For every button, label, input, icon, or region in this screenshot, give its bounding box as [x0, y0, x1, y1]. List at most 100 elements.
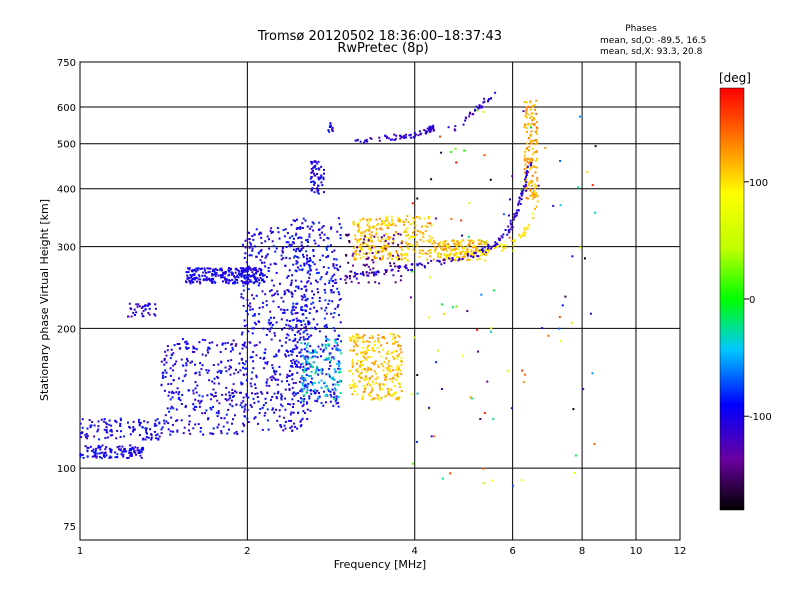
data-point: [418, 130, 421, 133]
data-point: [275, 247, 278, 250]
data-point: [440, 245, 443, 248]
data-point: [108, 456, 111, 459]
data-point: [303, 348, 306, 351]
data-point: [301, 362, 304, 365]
data-point: [323, 289, 326, 291]
data-point: [242, 304, 245, 307]
data-point: [362, 354, 365, 357]
data-point: [116, 430, 119, 432]
data-point: [453, 239, 455, 242]
data-point: [409, 243, 411, 246]
data-point: [368, 233, 371, 236]
data-point: [141, 426, 144, 429]
data-point: [338, 314, 340, 316]
data-point: [286, 376, 288, 379]
data-point: [405, 218, 407, 221]
data-point: [144, 308, 147, 311]
data-point: [300, 342, 303, 345]
data-point: [461, 258, 464, 260]
data-point: [313, 174, 316, 177]
data-point: [266, 391, 269, 394]
data-point: [353, 223, 356, 226]
data-point: [328, 279, 331, 282]
data-point: [246, 299, 249, 301]
data-point: [535, 192, 538, 195]
data-point: [440, 303, 443, 306]
data-point: [281, 249, 284, 252]
data-point: [258, 282, 261, 285]
stats-line-o: mean, sd,O: -89.5, 16.5: [600, 36, 706, 46]
data-point: [234, 390, 236, 393]
data-point: [289, 236, 291, 239]
data-point: [169, 407, 172, 410]
data-point: [291, 235, 294, 238]
data-point: [459, 240, 462, 243]
data-point: [368, 341, 371, 343]
data-point: [245, 261, 248, 264]
data-point: [214, 391, 217, 394]
data-point: [382, 250, 385, 253]
data-point: [354, 273, 357, 276]
data-point: [466, 259, 469, 262]
data-point: [178, 343, 181, 345]
data-point: [377, 366, 380, 369]
data-point: [366, 229, 368, 231]
data-point: [390, 388, 393, 391]
data-point: [337, 217, 340, 220]
data-point: [208, 347, 211, 350]
data-point: [308, 351, 311, 354]
data-point: [337, 371, 340, 374]
data-point: [518, 200, 521, 203]
data-point: [533, 118, 536, 121]
data-point: [148, 303, 151, 306]
data-point: [520, 479, 523, 482]
data-point: [283, 235, 286, 238]
data-point: [451, 306, 454, 309]
data-point: [333, 368, 336, 371]
data-point: [189, 282, 192, 285]
data-point: [331, 130, 334, 132]
data-point: [119, 422, 122, 425]
data-point: [387, 253, 390, 256]
data-point: [523, 231, 526, 234]
data-point: [291, 392, 294, 395]
data-point: [372, 225, 375, 228]
data-point: [368, 376, 371, 379]
data-point: [366, 244, 368, 247]
data-point: [474, 252, 477, 255]
data-point: [244, 281, 247, 284]
data-point: [416, 374, 419, 376]
data-point: [154, 422, 157, 425]
data-point: [271, 375, 274, 378]
data-point: [225, 370, 228, 373]
data-point: [352, 220, 355, 223]
data-point: [206, 394, 209, 397]
data-point: [243, 408, 246, 411]
data-point: [470, 252, 473, 255]
data-point: [274, 373, 277, 376]
data-point: [263, 261, 266, 264]
data-point: [185, 340, 188, 343]
data-point: [316, 162, 319, 165]
data-point: [389, 378, 392, 381]
data-point: [421, 232, 424, 235]
data-point: [296, 266, 299, 269]
data-point: [110, 428, 113, 431]
data-point: [263, 280, 266, 283]
data-point: [485, 251, 487, 254]
data-point: [335, 395, 338, 398]
data-point: [199, 362, 202, 365]
data-point: [288, 374, 291, 377]
data-point: [235, 267, 238, 270]
data-point: [528, 224, 531, 227]
data-point: [216, 344, 219, 347]
data-point: [369, 137, 372, 140]
data-point: [139, 450, 142, 453]
data-point: [490, 97, 493, 100]
data-point: [387, 367, 390, 370]
data-point: [323, 381, 326, 384]
data-point: [224, 393, 227, 396]
data-point: [367, 274, 370, 277]
data-point: [287, 354, 290, 357]
data-point: [419, 238, 422, 241]
